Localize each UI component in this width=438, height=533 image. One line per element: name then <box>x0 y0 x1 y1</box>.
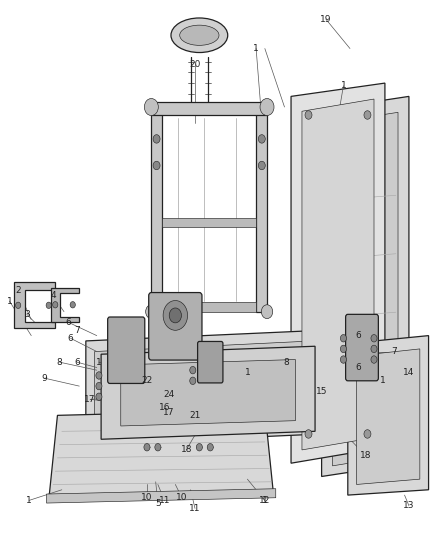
Text: 4: 4 <box>50 291 56 300</box>
Text: 10: 10 <box>176 493 187 502</box>
Polygon shape <box>86 330 321 445</box>
Text: 6: 6 <box>356 331 362 340</box>
Text: 21: 21 <box>189 411 201 420</box>
Polygon shape <box>51 288 79 322</box>
FancyBboxPatch shape <box>149 293 202 360</box>
Polygon shape <box>162 302 256 312</box>
Ellipse shape <box>171 18 228 53</box>
Text: 24: 24 <box>163 390 174 399</box>
Polygon shape <box>151 107 162 312</box>
Circle shape <box>155 443 161 451</box>
Circle shape <box>340 345 346 353</box>
Polygon shape <box>162 217 256 227</box>
Text: 19: 19 <box>320 15 332 24</box>
Text: 15: 15 <box>316 387 327 396</box>
Circle shape <box>261 305 273 319</box>
Circle shape <box>169 308 181 323</box>
Polygon shape <box>321 96 409 477</box>
Text: 9: 9 <box>42 374 47 383</box>
Polygon shape <box>332 112 398 466</box>
Circle shape <box>196 443 202 451</box>
Polygon shape <box>151 102 267 115</box>
Polygon shape <box>121 360 295 426</box>
Circle shape <box>305 111 312 119</box>
Text: 1: 1 <box>244 368 250 377</box>
Text: 10: 10 <box>141 493 153 502</box>
Circle shape <box>46 302 51 309</box>
Circle shape <box>258 135 265 143</box>
Text: 7: 7 <box>391 347 396 356</box>
Circle shape <box>15 302 21 309</box>
Text: 11: 11 <box>159 496 170 505</box>
Polygon shape <box>49 410 274 500</box>
Circle shape <box>364 430 371 438</box>
Text: 22: 22 <box>141 376 152 385</box>
Polygon shape <box>348 336 428 495</box>
FancyBboxPatch shape <box>108 317 145 383</box>
FancyBboxPatch shape <box>346 314 378 381</box>
Text: 7: 7 <box>74 326 80 335</box>
Text: 18: 18 <box>180 446 192 455</box>
Circle shape <box>190 367 196 374</box>
Text: 2: 2 <box>15 286 21 295</box>
Text: 1: 1 <box>7 296 12 305</box>
Text: 11: 11 <box>189 504 201 513</box>
Text: 1: 1 <box>253 44 259 53</box>
Circle shape <box>153 161 160 169</box>
Polygon shape <box>357 349 420 484</box>
Circle shape <box>305 430 312 438</box>
Text: 5: 5 <box>155 498 161 507</box>
Text: 18: 18 <box>360 451 371 460</box>
Text: 20: 20 <box>189 60 201 69</box>
Text: 3: 3 <box>24 310 30 319</box>
Polygon shape <box>291 83 385 463</box>
Circle shape <box>340 335 346 342</box>
Text: 14: 14 <box>403 368 415 377</box>
Ellipse shape <box>180 25 219 45</box>
Text: 6: 6 <box>68 334 74 343</box>
Text: 6: 6 <box>356 363 362 372</box>
Circle shape <box>96 372 102 379</box>
Circle shape <box>145 99 158 116</box>
Circle shape <box>163 301 187 330</box>
Circle shape <box>70 302 75 308</box>
Polygon shape <box>101 346 315 439</box>
Circle shape <box>96 382 102 390</box>
Text: 17: 17 <box>85 395 96 404</box>
Text: 13: 13 <box>403 501 415 510</box>
Circle shape <box>153 135 160 143</box>
Circle shape <box>146 305 157 319</box>
Circle shape <box>340 356 346 364</box>
Text: 6: 6 <box>74 358 80 367</box>
FancyBboxPatch shape <box>198 342 223 383</box>
Circle shape <box>258 161 265 169</box>
Circle shape <box>190 377 196 384</box>
Text: 1: 1 <box>26 496 32 505</box>
Polygon shape <box>256 107 267 312</box>
Text: 12: 12 <box>259 496 271 505</box>
Text: 1: 1 <box>96 358 102 367</box>
Circle shape <box>371 345 377 353</box>
Text: 1: 1 <box>341 81 346 90</box>
Text: 8: 8 <box>57 358 63 367</box>
Circle shape <box>96 393 102 400</box>
Text: 1: 1 <box>380 376 385 385</box>
Polygon shape <box>14 282 55 328</box>
Text: 16: 16 <box>159 403 170 412</box>
Circle shape <box>371 335 377 342</box>
Circle shape <box>260 99 274 116</box>
Text: 8: 8 <box>284 358 290 367</box>
Circle shape <box>144 443 150 451</box>
Text: 17: 17 <box>163 408 174 417</box>
Circle shape <box>53 302 58 308</box>
Circle shape <box>207 443 213 451</box>
Circle shape <box>364 111 371 119</box>
Polygon shape <box>95 341 313 434</box>
Polygon shape <box>302 99 374 450</box>
Text: 1: 1 <box>262 496 268 505</box>
Text: 6: 6 <box>66 318 71 327</box>
Polygon shape <box>46 489 276 503</box>
Circle shape <box>371 356 377 364</box>
